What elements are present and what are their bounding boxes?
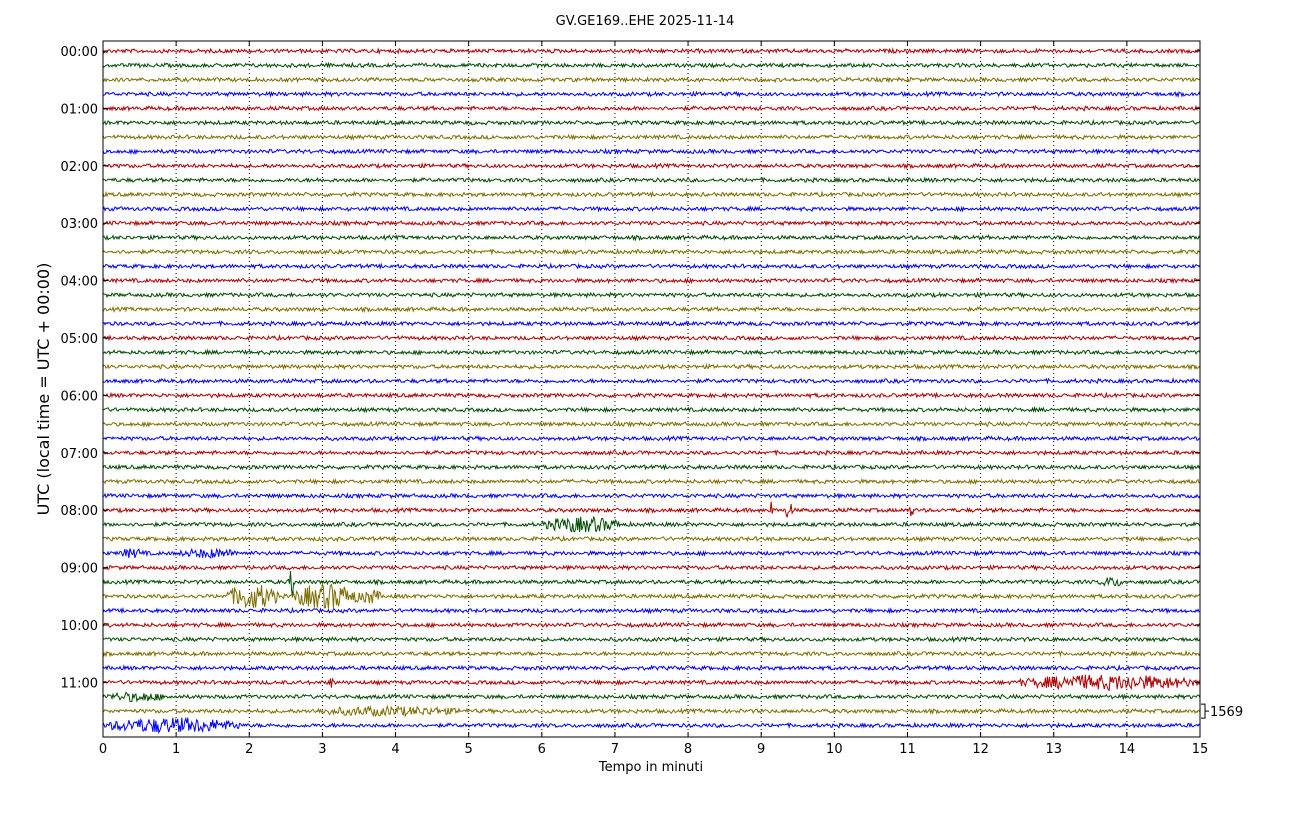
x-tick-label: 1: [172, 742, 180, 757]
trace-layer: [102, 47, 1201, 734]
y-tick-label: 06:00: [61, 389, 98, 404]
x-tick-label: 15: [1192, 742, 1209, 757]
seismic-trace: [102, 75, 1201, 84]
seismic-trace: [102, 90, 1201, 98]
seismic-trace: [102, 621, 1201, 629]
seismic-trace: [102, 291, 1201, 299]
seismic-trace: [102, 649, 1201, 658]
seismic-trace: [102, 176, 1201, 184]
seismic-trace: [102, 477, 1201, 486]
seismic-trace: [102, 47, 1201, 55]
seismic-trace: [102, 162, 1201, 170]
x-axis-label: Tempo in minuti: [598, 760, 703, 775]
seismic-trace: [102, 377, 1201, 385]
seismic-trace: [102, 233, 1201, 242]
y-tick-label: 03:00: [61, 217, 98, 232]
x-tick-label: 10: [826, 742, 843, 757]
seismic-trace: [102, 463, 1201, 471]
seismic-trace: [102, 515, 1201, 533]
seismic-trace: [102, 635, 1201, 644]
x-tick-label: 6: [538, 742, 546, 757]
seismic-trace: [102, 190, 1201, 199]
seismic-trace: [102, 104, 1201, 112]
seismic-trace: [102, 448, 1201, 457]
seismic-trace: [102, 691, 1201, 703]
seismic-trace: [102, 716, 1201, 734]
seismic-trace: [102, 262, 1201, 270]
seismic-trace: [102, 664, 1201, 672]
x-tick-label: 4: [391, 742, 399, 757]
seismic-trace: [102, 405, 1201, 414]
seismic-trace: [102, 118, 1201, 127]
x-tick-label: 13: [1045, 742, 1062, 757]
y-tick-label: 08:00: [61, 504, 98, 519]
seismic-trace: [102, 305, 1201, 314]
y-tick-label: 02:00: [61, 160, 98, 175]
seismic-trace: [102, 606, 1201, 615]
seismic-trace: [102, 434, 1201, 443]
seismic-trace: [102, 147, 1201, 156]
amplitude-scale-bar: 1569: [1201, 703, 1243, 720]
x-tick-label: 5: [465, 742, 473, 757]
seismic-trace: [102, 674, 1201, 692]
x-axis-ticks: 0 1 2 3 4 5 6 7 8 9 10 11 12 13 14 15: [99, 41, 1208, 757]
seismic-trace: [102, 420, 1201, 428]
chart-title: GV.GE169..EHE 2025-11-14: [556, 14, 735, 29]
x-tick-label: 2: [245, 742, 253, 757]
y-axis-label: UTC (local time = UTC + 00:00): [34, 263, 53, 516]
seismic-trace: [102, 334, 1201, 342]
seismic-trace: [102, 219, 1201, 227]
seismic-trace: [102, 204, 1201, 213]
scale-bracket: [1201, 703, 1206, 719]
y-tick-label: 05:00: [61, 332, 98, 347]
seismic-trace: [102, 391, 1201, 400]
seismic-trace: [102, 563, 1201, 572]
y-tick-label: 11:00: [61, 676, 98, 691]
seismic-trace: [102, 571, 1201, 598]
seismic-trace: [102, 276, 1201, 285]
plot-frame: [102, 40, 1201, 738]
x-tick-label: 11: [899, 742, 916, 757]
seismic-trace: [102, 492, 1201, 500]
seismic-trace: [102, 319, 1201, 328]
seismic-trace: [102, 534, 1201, 543]
x-tick-label: 9: [757, 742, 765, 757]
seismic-trace: [102, 501, 1201, 518]
x-tick-label: 8: [684, 742, 692, 757]
x-tick-label: 0: [99, 742, 107, 757]
scale-label: 1569: [1210, 705, 1243, 720]
seismic-trace: [102, 61, 1200, 69]
y-tick-label: 07:00: [61, 447, 98, 462]
seismic-trace: [103, 348, 1201, 356]
seismic-trace: [102, 248, 1201, 256]
x-tick-label: 3: [318, 742, 326, 757]
x-tick-label: 14: [1119, 742, 1136, 757]
seismic-trace: [102, 704, 1201, 718]
seismic-trace: [102, 362, 1201, 371]
x-tick-label: 12: [972, 742, 989, 757]
y-tick-label: 00:00: [61, 45, 98, 60]
x-tick-label: 7: [611, 742, 619, 757]
y-tick-label: 10:00: [61, 619, 98, 634]
seismic-trace: [102, 583, 1201, 609]
y-tick-label: 04:00: [61, 275, 98, 290]
seismic-trace: [102, 547, 1201, 559]
seismic-trace: [102, 133, 1201, 141]
grid-lines: [175, 41, 1128, 737]
y-tick-label: 09:00: [61, 562, 98, 577]
y-axis-ticks: 00:00 01:00 02:00 03:00 04:00 05:00 06:00 07:00…: [61, 45, 1200, 691]
y-tick-label: 01:00: [61, 102, 98, 117]
